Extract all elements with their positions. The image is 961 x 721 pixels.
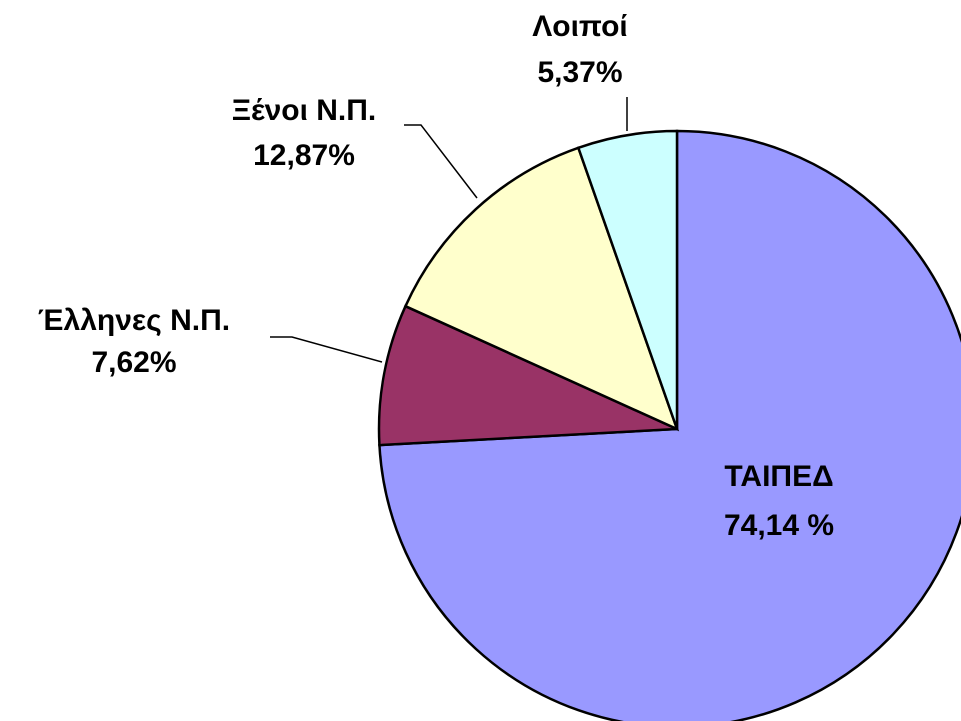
value-label: 5,37% [537,56,622,89]
value-label: 12,87% [253,139,355,172]
pie-slice [377,304,678,447]
category-label: ΤΑΙΠΕΔ [724,460,833,493]
leader-line [270,336,383,363]
pie-slice [576,129,679,430]
value-label: 7,62% [91,346,176,379]
leader-line [404,124,478,199]
pie [377,129,961,721]
pie-slice [378,129,961,721]
category-label: Έλληνες Ν.Π. [38,304,230,337]
labels: ΤΑΙΠΕΔ 74,14 % Έλληνες Ν.Π. 7,62% Ξένοι Ν.Π.… [38,10,834,542]
pie-slice [403,146,680,432]
value-label: 74,14 % [724,509,834,542]
category-label: Ξένοι Ν.Π. [232,94,377,127]
category-label: Λοιποί [532,10,627,43]
